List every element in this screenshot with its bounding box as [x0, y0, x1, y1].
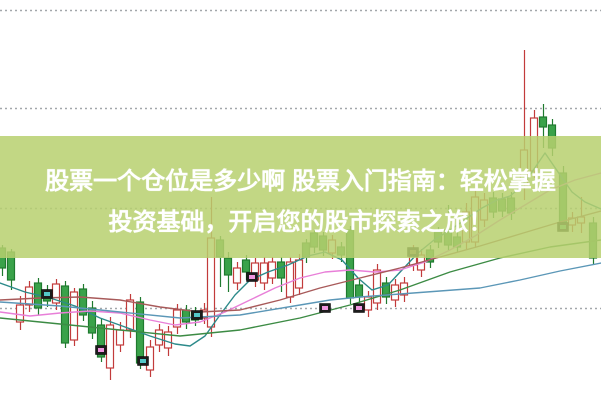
candle-body [223, 257, 233, 276]
candle-body [78, 288, 88, 316]
candle-body [538, 116, 548, 128]
candle-body [294, 259, 304, 289]
title-line-1: 股票一个仓位是多少啊 股票入门指南：轻松掌握 [45, 168, 556, 195]
signal-marker-accent [249, 275, 255, 279]
candle-body [285, 261, 295, 298]
ma-long-blue [0, 262, 601, 319]
candle-body [60, 285, 70, 344]
candle-body [259, 262, 269, 284]
candle-body [276, 261, 286, 279]
signal-marker-accent [194, 313, 200, 317]
signal-marker-accent [140, 359, 146, 363]
signal-marker-accent [98, 348, 104, 352]
signal-marker-accent [356, 306, 362, 310]
candle-body [69, 291, 79, 341]
candle-body [354, 284, 364, 298]
title-line-2: 投资基础，开启您的股市探索之旅！ [108, 209, 493, 236]
candle-body [381, 282, 391, 298]
candle-body [87, 307, 97, 334]
candle-body [24, 286, 34, 306]
candle-body [115, 329, 125, 346]
candle-body [232, 267, 242, 284]
candle-body [181, 309, 191, 323]
signal-marker-accent [44, 292, 50, 296]
candle-body [372, 269, 382, 304]
candle-body [241, 259, 251, 273]
candle-body [96, 324, 106, 358]
title-banner: 股票一个仓位是多少啊 股票入门指南：轻松掌握 投资基础，开启您的股市探索之旅！ [0, 136, 601, 258]
signal-marker-accent [322, 306, 328, 310]
candle-body [105, 324, 115, 369]
